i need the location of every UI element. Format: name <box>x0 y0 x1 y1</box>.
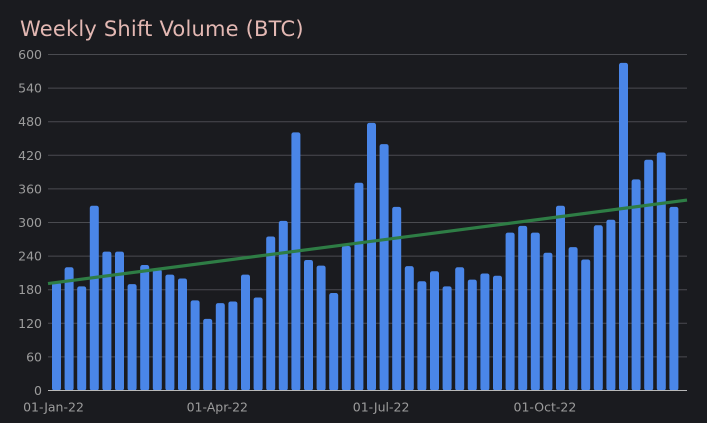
bar <box>278 220 288 391</box>
bar <box>89 205 99 391</box>
x-tick-label: 01-Jul-22 <box>353 400 410 415</box>
bar <box>530 232 540 391</box>
bar-series <box>52 62 679 391</box>
bar <box>480 273 490 391</box>
y-tick-label: 600 <box>18 47 42 62</box>
bar <box>215 303 225 391</box>
bar <box>505 232 515 391</box>
bar <box>228 301 238 391</box>
bar <box>178 278 187 391</box>
bar <box>102 251 112 391</box>
bar <box>165 274 175 391</box>
bar <box>379 144 389 391</box>
bar <box>291 132 301 391</box>
bar <box>64 267 74 391</box>
bar <box>593 225 603 391</box>
bar <box>467 279 477 391</box>
bar <box>631 179 641 391</box>
bar <box>77 286 87 391</box>
bar <box>253 297 263 391</box>
bar <box>341 246 351 391</box>
bar <box>127 284 137 391</box>
y-tick-label: 480 <box>18 114 42 129</box>
bar <box>316 265 326 391</box>
bar <box>455 267 465 391</box>
bar <box>417 281 427 391</box>
bar <box>354 182 364 391</box>
x-tick-label: 01-Oct-22 <box>514 400 577 415</box>
bar <box>493 275 502 391</box>
bar <box>404 266 414 391</box>
bar <box>581 259 591 391</box>
y-tick-label: 360 <box>18 181 42 196</box>
y-tick-label: 240 <box>18 249 42 264</box>
bar <box>115 251 124 391</box>
y-tick-label: 120 <box>18 316 42 331</box>
y-tick-label: 540 <box>18 81 42 96</box>
bar <box>367 122 376 391</box>
bar <box>656 152 666 391</box>
y-tick-label: 420 <box>18 148 42 163</box>
bar <box>669 206 679 391</box>
bar <box>241 274 250 391</box>
bar <box>190 300 200 391</box>
trend-line-layer <box>47 198 688 286</box>
y-tick-label: 180 <box>18 282 42 297</box>
bar <box>329 293 339 391</box>
x-tick-label: 01-Apr-22 <box>187 400 248 415</box>
bar <box>203 318 213 391</box>
bar <box>619 62 628 391</box>
chart-title: Weekly Shift Volume (BTC) <box>20 17 304 41</box>
bar <box>606 219 616 391</box>
bar <box>442 286 452 391</box>
y-axis-ticks: 0 60 120 180 240 300 360 420 480 540 600 <box>18 47 42 398</box>
bar <box>568 247 578 391</box>
bar <box>52 282 61 391</box>
bar <box>430 271 439 391</box>
bar <box>518 225 528 391</box>
bar <box>543 252 553 391</box>
bar <box>392 206 402 391</box>
y-tick-label: 300 <box>18 215 42 230</box>
bar <box>266 236 276 391</box>
x-axis-ticks: 01-Jan-22 01-Apr-22 01-Jul-22 01-Oct-22 <box>23 400 576 415</box>
y-tick-label: 60 <box>26 349 42 364</box>
trend-line <box>47 198 688 286</box>
bar <box>304 260 313 391</box>
bar <box>644 159 654 391</box>
bar <box>556 205 565 391</box>
y-tick-label: 0 <box>34 383 42 398</box>
x-tick-label: 01-Jan-22 <box>23 400 84 415</box>
bar <box>152 269 162 391</box>
bar <box>140 265 150 391</box>
